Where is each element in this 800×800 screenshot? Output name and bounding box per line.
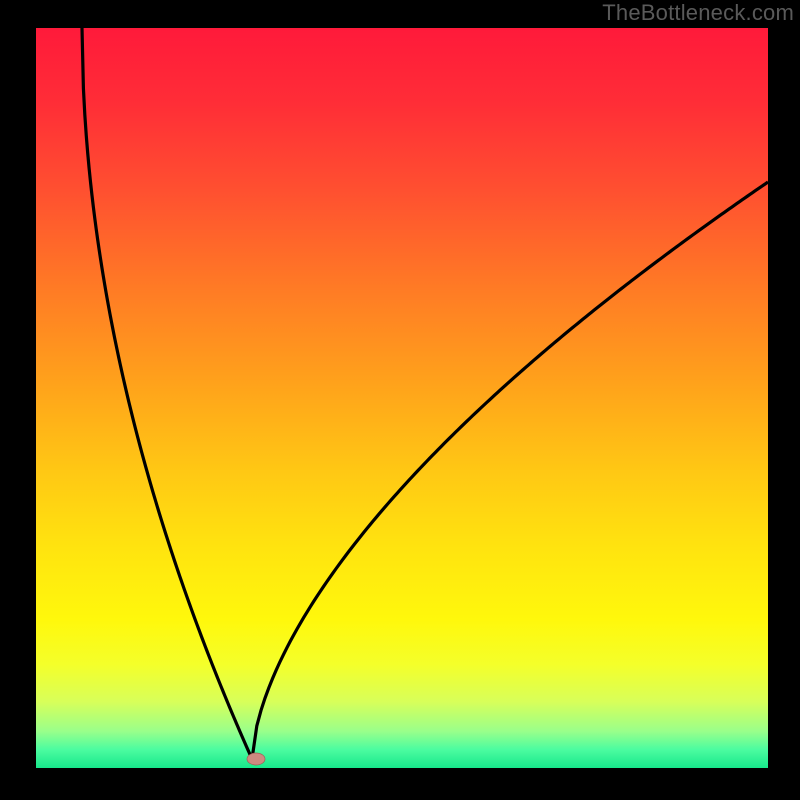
minimum-marker bbox=[247, 753, 265, 765]
chart-wrapper: TheBottleneck.com bbox=[0, 0, 800, 800]
watermark-text: TheBottleneck.com bbox=[602, 0, 794, 26]
plot-area bbox=[36, 28, 768, 768]
bottleneck-chart bbox=[0, 0, 800, 800]
